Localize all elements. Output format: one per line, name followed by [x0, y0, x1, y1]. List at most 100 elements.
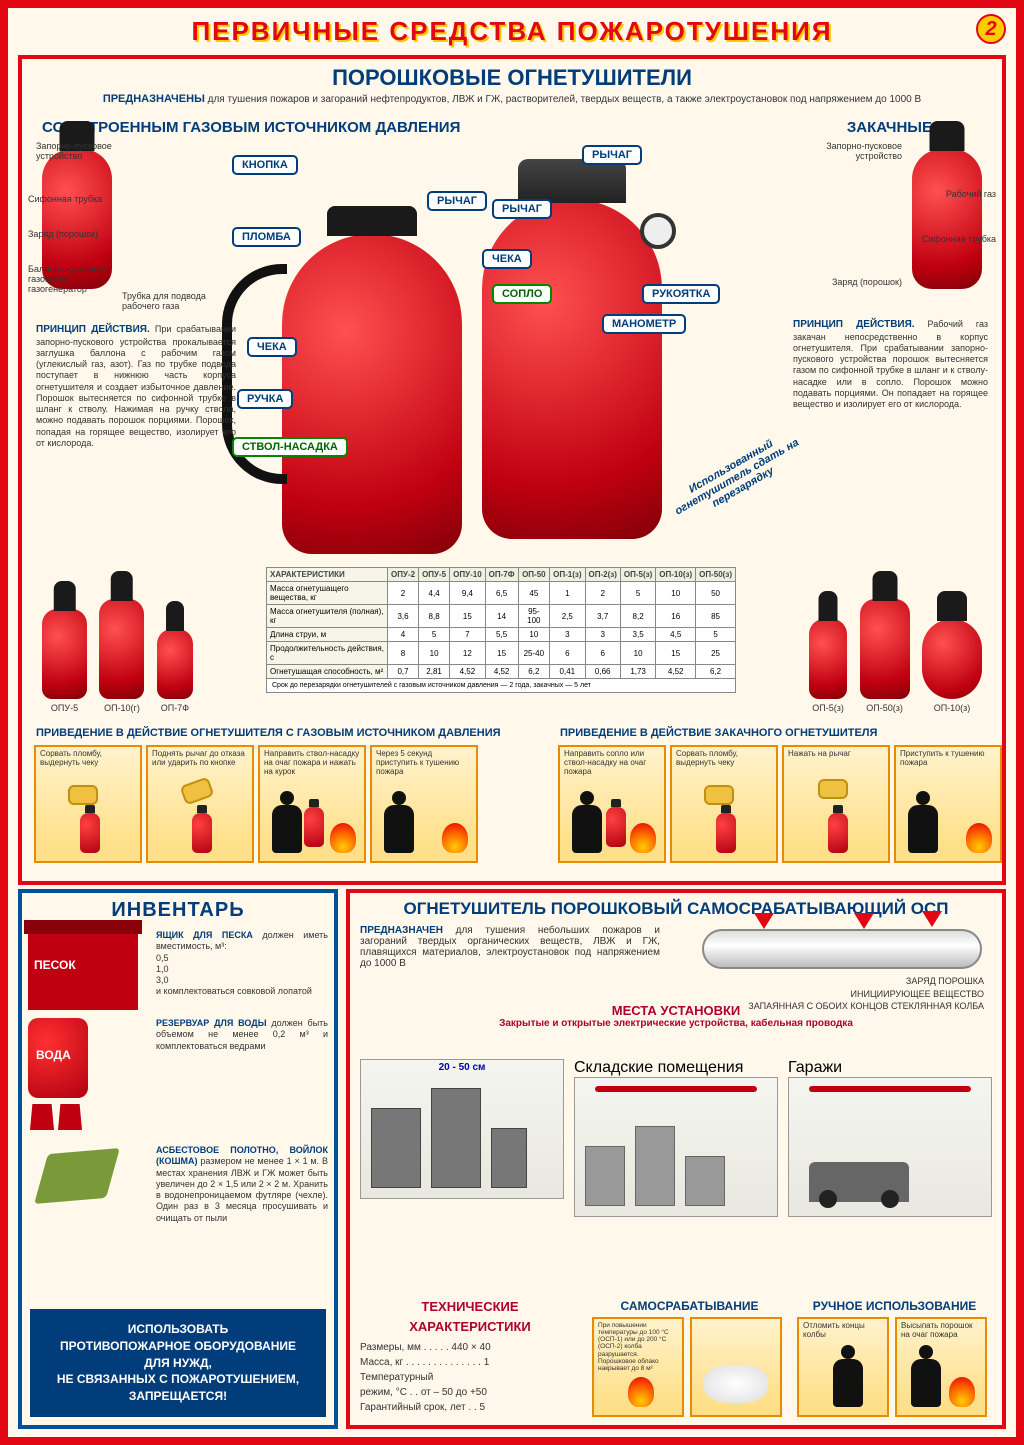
models-row-right: ОП-5(з) ОП-50(з) ОП-10(з): [805, 599, 986, 716]
callout-rychag1: РЫЧАГ: [582, 145, 642, 165]
strip-right-title: ПРИВЕДЕНИЕ В ДЕЙСТВИЕ ЗАКАЧНОГО ОГНЕТУШИ…: [560, 727, 877, 739]
model-label: ОП-10(з): [918, 703, 986, 713]
cutaway-extinguisher-right: [912, 149, 982, 289]
inventory-title: ИНВЕНТАРЬ: [28, 899, 328, 922]
table-rowhead: Масса огнетушителя (полная), кг: [267, 605, 388, 628]
model-label: ОП-5(з): [805, 703, 851, 713]
callout-manometr: МАНОМЕТР: [602, 314, 686, 334]
prohibition-notice: ИСПОЛЬЗОВАТЬ ПРОТИВОПОЖАРНОЕ ОБОРУДОВАНИ…: [30, 1309, 326, 1417]
callout-ruchka: РУЧКА: [237, 389, 293, 409]
callout-knopka: КНОПКА: [232, 155, 298, 175]
model-label: ОПУ-5: [38, 703, 91, 713]
model-label: ОП-10(г): [95, 703, 148, 713]
principle-right-body: Рабочий газ закачан непосредственно в ко…: [793, 319, 988, 409]
part-label: Рабочий газ: [946, 189, 996, 199]
step-manual: Высыпать порошок на очаг пожара: [895, 1317, 987, 1417]
part-label: Сифонная трубка: [922, 234, 996, 244]
install-note: Закрытые и открытые электрические устрой…: [360, 1018, 992, 1029]
room-name: Гаражи: [788, 1059, 992, 1077]
bucket-icon: [30, 1104, 54, 1130]
osp-device-diagram: [702, 929, 982, 969]
step-auto: [690, 1317, 782, 1417]
instruction-step: Приступить к тушению пожара: [894, 745, 1002, 863]
osp-panel: ОГНЕТУШИТЕЛЬ ПОРОШКОВЫЙ САМОСРАБАТЫВАЮЩИ…: [346, 889, 1006, 1429]
instruction-step: Нажать на рычаг: [782, 745, 890, 863]
room-electric: 20 - 50 см: [360, 1059, 564, 1199]
cloth-text: АСБЕСТОВОЕ ПОЛОТНО, ВОЙЛОК (КОШМА) разме…: [156, 1145, 328, 1224]
strip-left-title: ПРИВЕДЕНИЕ В ДЕЙСТВИЕ ОГНЕТУШИТЕЛЯ С ГАЗ…: [36, 727, 501, 739]
callout-soplo: СОПЛО: [492, 284, 552, 304]
instruction-step: Через 5 секунд приступить к тушению пожа…: [370, 745, 478, 863]
table-rowhead: Продолжительность действия, с: [267, 642, 388, 665]
osp-purpose: ПРЕДНАЗНАЧЕН для тушения небольших пожар…: [360, 925, 660, 969]
distance-label: 20 - 50 см: [439, 1062, 486, 1073]
instruction-step: Сорвать пломбу, выдернуть чеку: [34, 745, 142, 863]
osp-tech-specs: ТЕХНИЧЕСКИЕ ХАРАКТЕРИСТИКИ Размеры, мм .…: [360, 1297, 580, 1415]
room-garage: [788, 1077, 992, 1217]
callout-rychag2: РЫЧАГ: [492, 199, 552, 219]
powder-purpose: ПРЕДНАЗНАЧЕНЫ для тушения пожаров и заго…: [22, 91, 1002, 111]
left-subheader: СО ВСТРОЕННЫМ ГАЗОВЫМ ИСТОЧНИКОМ ДАВЛЕНИ…: [42, 119, 460, 136]
sandbox-icon: ПЕСОК: [28, 930, 138, 1010]
principle-left: ПРИНЦИП ДЕЙСТВИЯ. При срабатывании запор…: [36, 324, 236, 449]
osp-usage-modes: САМОСРАБАТЫВАНИЕ При повышении температу…: [592, 1299, 992, 1417]
table-header: ХАРАКТЕРИСТИКИ: [267, 568, 388, 582]
table-footnote: Срок до перезарядки огнетушителей с газо…: [267, 679, 736, 693]
callout-cheka-r: ЧЕКА: [482, 249, 532, 269]
instruction-step: Поднять рычаг до отказа или ударить по к…: [146, 745, 254, 863]
table-rowhead: Огнетушащая способность, м²: [267, 665, 388, 679]
instruction-step: Сорвать пломбу, выдернуть чеку: [670, 745, 778, 863]
mode-manual-title: РУЧНОЕ ИСПОЛЬЗОВАНИЕ: [797, 1299, 992, 1313]
callout-rychag: РЫЧАГ: [427, 191, 487, 211]
purpose-lead: ПРЕДНАЗНАЧЕНЫ: [103, 93, 205, 105]
poster-frame: 2 ПЕРВИЧНЫЕ СРЕДСТВА ПОЖАРОТУШЕНИЯ ПОРОШ…: [0, 0, 1024, 1445]
principle-right-head: ПРИНЦИП ДЕЙСТВИЯ.: [793, 319, 915, 330]
step-auto: При повышении температуры до 100 °С (ОСП…: [592, 1317, 684, 1417]
part-label: Баллон с рабочим газом или газогенератор: [28, 264, 108, 294]
mode-auto-title: САМОСРАБАТЫВАНИЕ: [592, 1299, 787, 1313]
purpose-text: для тушения пожаров и загораний нефтепро…: [208, 94, 922, 105]
callout-stvol: СТВОЛ-НАСАДКА: [232, 437, 348, 457]
right-subheader: ЗАКАЧНЫЕ: [847, 119, 932, 136]
models-row-left: ОПУ-5 ОП-10(г) ОП-7Ф: [38, 599, 197, 716]
room-name: Складские помещения: [574, 1059, 778, 1077]
bottom-row: ИНВЕНТАРЬ ПЕСОК ЯЩИК ДЛЯ ПЕСКА должен им…: [18, 889, 1006, 1429]
water-text: РЕЗЕРВУАР ДЛЯ ВОДЫ должен быть объемом н…: [156, 1018, 328, 1137]
principle-left-head: ПРИНЦИП ДЕЙСТВИЯ.: [36, 324, 150, 335]
bucket-icon: [58, 1104, 82, 1130]
table-rowhead: Длина струи, м: [267, 628, 388, 642]
recharge-note: Использованный огнетушитель сдать на пер…: [663, 424, 811, 530]
model-label: ОП-50(з): [856, 703, 914, 713]
osp-title: ОГНЕТУШИТЕЛЬ ПОРОШКОВЫЙ САМОСРАБАТЫВАЮЩИ…: [360, 899, 992, 919]
part-label: Запорно-пусковое устройство: [812, 141, 902, 161]
powder-extinguishers-panel: ПОРОШКОВЫЕ ОГНЕТУШИТЕЛИ ПРЕДНАЗНАЧЕНЫ дл…: [18, 55, 1006, 885]
inventory-panel: ИНВЕНТАРЬ ПЕСОК ЯЩИК ДЛЯ ПЕСКА должен им…: [18, 889, 338, 1429]
model-label: ОП-7Ф: [153, 703, 197, 713]
part-label: Запорно-пусковое устройство: [36, 141, 126, 161]
rooms-row: 20 - 50 см Складские помещения Гаражи: [360, 1037, 992, 1217]
main-title: ПЕРВИЧНЫЕ СРЕДСТВА ПОЖАРОТУШЕНИЯ: [8, 8, 1016, 51]
steps-strip-right: Направить сопло или ствол-насадку на оча…: [558, 745, 1008, 865]
part-label: Заряд (порошок): [28, 229, 98, 239]
page-badge: 2: [976, 14, 1006, 44]
step-manual: Отломить концы колбы: [797, 1317, 889, 1417]
part-label: Сифонная трубка: [28, 194, 102, 204]
powder-title: ПОРОШКОВЫЕ ОГНЕТУШИТЕЛИ: [22, 59, 1002, 91]
osp-device-labels: ЗАРЯД ПОРОШКА ИНИЦИИРУЮЩЕЕ ВЕЩЕСТВО ЗАПА…: [694, 975, 984, 1013]
asbestos-cloth-icon: [34, 1148, 120, 1204]
principle-left-body: При срабатывании запорно-пускового устро…: [36, 324, 236, 448]
callout-cheka: ЧЕКА: [247, 337, 297, 357]
table-rowhead: Масса огнетушащего вещества, кг: [267, 582, 388, 605]
sandbox-text: ЯЩИК ДЛЯ ПЕСКА должен иметь вместимость,…: [156, 930, 328, 1010]
principle-right: ПРИНЦИП ДЕЙСТВИЯ. Рабочий газ закачан не…: [793, 319, 988, 410]
instruction-step: Направить сопло или ствол-насадку на оча…: [558, 745, 666, 863]
instruction-step: Направить ствол-насадку на очаг пожара и…: [258, 745, 366, 863]
steps-strip-left: Сорвать пломбу, выдернуть чекуПоднять ры…: [34, 745, 494, 865]
room-warehouse: [574, 1077, 778, 1217]
water-barrel-icon: ВОДА: [28, 1018, 88, 1098]
arrow-icon: [922, 911, 942, 927]
big-extinguisher-gas-source: [282, 234, 462, 554]
part-label: Заряд (порошок): [832, 277, 902, 287]
callout-plomba: ПЛОМБА: [232, 227, 301, 247]
callout-rukoyatka: РУКОЯТКА: [642, 284, 720, 304]
